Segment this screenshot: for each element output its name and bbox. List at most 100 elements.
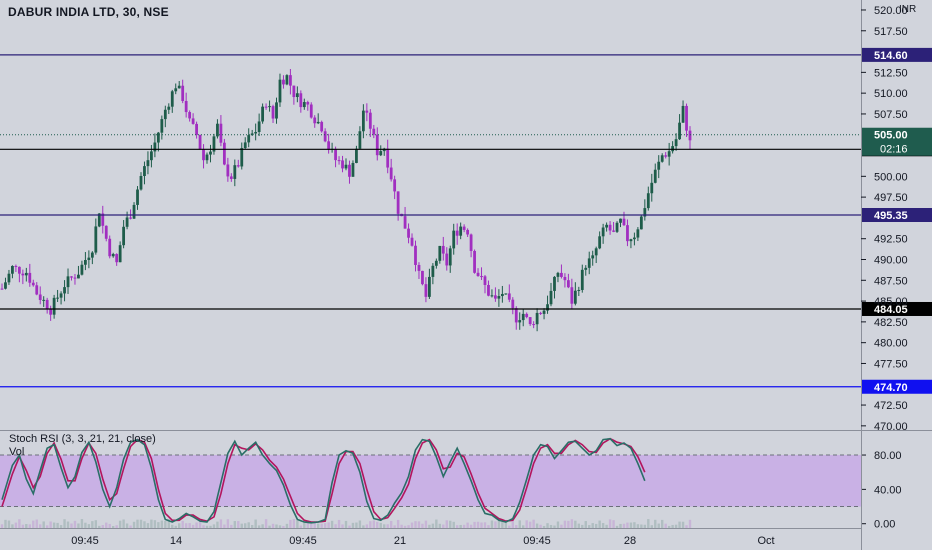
- volume-bar: [66, 521, 70, 528]
- volume-bar: [237, 521, 240, 528]
- candle-body: [438, 245, 442, 261]
- volume-bar: [483, 522, 487, 528]
- volume-bar: [181, 520, 184, 528]
- volume-bar: [146, 523, 150, 528]
- volume-bar: [469, 524, 473, 528]
- candle-body: [393, 179, 397, 192]
- volume-bar: [11, 524, 14, 528]
- volume-bar: [7, 520, 11, 528]
- candle-body: [111, 254, 115, 257]
- candle-body: [77, 274, 80, 279]
- candle-body: [688, 130, 692, 141]
- candle-body: [455, 230, 459, 236]
- candle-body: [188, 112, 192, 119]
- volume-bar: [674, 524, 678, 528]
- volume-bar: [608, 519, 612, 528]
- candle-body: [254, 132, 258, 134]
- candle-body: [21, 273, 25, 276]
- candle-body: [205, 154, 209, 161]
- stoch-tick-label: 40.00: [874, 484, 902, 496]
- candle-body: [35, 285, 39, 295]
- candle-body: [122, 226, 126, 246]
- volume-bar: [539, 524, 542, 528]
- candle-body: [115, 254, 119, 263]
- candle-body: [667, 151, 671, 157]
- indicator-title: Stoch RSI (3, 3, 21, 21, close): [9, 433, 156, 445]
- volume-bar: [198, 520, 202, 528]
- volume-bar: [296, 519, 299, 528]
- candle-body: [657, 161, 661, 170]
- volume-bar: [32, 520, 35, 528]
- candle-body: [163, 109, 167, 120]
- volume-bar: [459, 524, 462, 528]
- volume-bar: [688, 519, 692, 528]
- price-tick-label: 482.50: [874, 317, 908, 329]
- volume-bar: [640, 524, 643, 528]
- candle-body: [299, 93, 303, 108]
- price-tick-label: 490.00: [874, 254, 908, 266]
- candle-body: [615, 222, 619, 232]
- candle-body: [365, 110, 369, 113]
- candle-body: [434, 260, 438, 266]
- volume-bar: [310, 523, 313, 528]
- candle-body: [24, 272, 28, 276]
- volume-bar: [45, 525, 49, 528]
- volume-bar: [560, 524, 563, 528]
- volume-bar: [386, 524, 389, 528]
- level-price-label: 495.35: [874, 210, 908, 222]
- volume-bar: [657, 523, 660, 528]
- volume-bar: [487, 525, 490, 528]
- candle-body: [414, 245, 417, 265]
- price-tick-label: 480.00: [874, 338, 908, 350]
- volume-bar: [118, 520, 122, 528]
- candle-body: [14, 265, 18, 267]
- last-price-tag: [862, 127, 932, 156]
- candle-body: [52, 297, 56, 315]
- volume-bar: [654, 519, 657, 528]
- volume-bar: [393, 525, 396, 528]
- volume-bar: [619, 523, 622, 528]
- time-tick-label: 09:45: [523, 535, 551, 547]
- volume-bar: [132, 521, 136, 528]
- candle-body: [198, 134, 202, 150]
- volume-bar: [174, 525, 177, 528]
- candle-body: [361, 110, 365, 132]
- volume-bar: [671, 524, 674, 528]
- candle-body: [480, 276, 483, 278]
- candle-body: [511, 299, 515, 309]
- volume-bar: [344, 520, 348, 528]
- volume-bar: [511, 519, 514, 528]
- volume-bar: [171, 524, 174, 528]
- volume-bar: [445, 520, 448, 528]
- candle-body: [421, 270, 424, 285]
- candle-body: [28, 272, 32, 283]
- candle-body: [584, 267, 588, 270]
- candle-body: [671, 146, 675, 152]
- candle-body: [556, 272, 560, 277]
- price-tick-label: 487.50: [874, 275, 908, 287]
- candle-body: [323, 131, 327, 142]
- volume-bar: [25, 524, 28, 528]
- volume-bar: [462, 524, 466, 528]
- candle-body: [153, 142, 157, 152]
- volume-bar: [87, 524, 91, 528]
- volume-bar: [400, 524, 403, 528]
- candle-body: [483, 276, 487, 285]
- volume-bar: [667, 525, 671, 528]
- volume-bar: [94, 520, 98, 528]
- volume-bar: [584, 521, 587, 528]
- volume-bar: [379, 522, 382, 528]
- volume-bar: [636, 524, 640, 528]
- volume-bar: [313, 522, 316, 528]
- volume-bar: [226, 519, 230, 528]
- volume-bar: [278, 525, 282, 528]
- candle-body: [233, 165, 237, 179]
- volume-bar: [452, 521, 455, 528]
- volume-bar: [473, 521, 476, 528]
- volume-bar: [247, 522, 250, 528]
- volume-bar: [515, 525, 518, 528]
- volume-bar: [546, 523, 549, 528]
- candle-body: [473, 250, 476, 273]
- volume-bar: [567, 520, 570, 528]
